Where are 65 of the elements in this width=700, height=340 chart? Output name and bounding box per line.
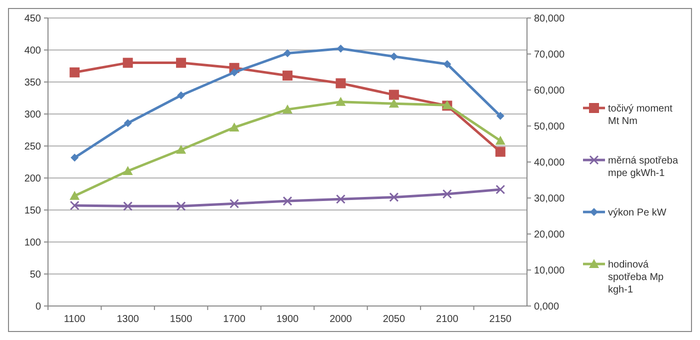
legend-label: výkon Pe kW xyxy=(608,208,667,218)
point xyxy=(389,192,399,202)
y-tick-label: 300 xyxy=(24,110,42,120)
point xyxy=(388,98,399,108)
legend-label: hodinová spotřeba Mp kgh-1 xyxy=(608,260,664,296)
point xyxy=(70,67,80,78)
point xyxy=(388,90,399,100)
y2-tick-label: 60,000 xyxy=(534,86,566,96)
point xyxy=(336,96,346,106)
point xyxy=(122,58,133,68)
point xyxy=(123,201,133,211)
y2-tick-label: 40,000 xyxy=(534,158,566,168)
point xyxy=(282,104,292,114)
x-tick-label: 2000 xyxy=(330,314,352,325)
y-tick-label: 400 xyxy=(24,46,42,56)
y-tick-label: 50 xyxy=(30,270,42,280)
y-tick-label: 150 xyxy=(24,206,42,216)
x-tick-label: 1500 xyxy=(170,314,193,325)
point xyxy=(230,198,240,208)
point xyxy=(336,44,345,53)
y2-tick-label: 30,000 xyxy=(534,194,566,204)
y2-tick-label: 70,000 xyxy=(534,50,566,60)
point xyxy=(70,200,80,210)
legend-label: točivý moment Mt Nm xyxy=(608,104,673,127)
point xyxy=(177,91,186,100)
point xyxy=(229,122,240,132)
y2-tick-label: 10,000 xyxy=(534,266,566,276)
y-tick-label: 100 xyxy=(24,238,42,248)
x-tick-label: 1900 xyxy=(276,314,300,325)
x-tick-label: 1300 xyxy=(116,314,140,325)
point xyxy=(284,49,292,58)
x-tick-label: 1700 xyxy=(223,314,246,325)
point xyxy=(176,144,186,154)
point xyxy=(230,68,238,76)
point xyxy=(70,190,80,200)
point xyxy=(496,112,504,120)
point xyxy=(176,201,186,211)
legend-label: měrná spotřeba mpe gkWh-1 xyxy=(608,156,678,179)
y2-tick-label: 80,000 xyxy=(534,14,566,24)
point xyxy=(442,189,452,199)
point xyxy=(176,58,186,68)
point xyxy=(443,60,452,68)
y-tick-label: 0 xyxy=(35,302,42,312)
y-tick-label: 350 xyxy=(24,78,42,88)
point xyxy=(282,70,292,81)
y2-tick-label: 50,000 xyxy=(534,122,566,132)
point xyxy=(495,146,506,157)
point xyxy=(124,119,132,128)
point xyxy=(70,154,79,162)
point xyxy=(282,196,292,206)
point xyxy=(390,52,398,61)
y-tick-label: 450 xyxy=(24,14,42,24)
y2-tick-label: 0,000 xyxy=(534,302,560,312)
y-tick-label: 250 xyxy=(24,142,42,152)
point xyxy=(496,184,506,194)
point xyxy=(122,166,133,175)
x-tick-label: 1100 xyxy=(64,314,86,325)
x-tick-label: 2050 xyxy=(382,314,406,325)
point xyxy=(495,136,506,145)
y-tick-label: 200 xyxy=(24,174,42,184)
y2-tick-label: 20,000 xyxy=(534,230,566,240)
point xyxy=(336,194,346,204)
x-tick-label: 2100 xyxy=(436,314,459,325)
x-tick-label: 2150 xyxy=(489,314,512,325)
point xyxy=(336,78,346,88)
